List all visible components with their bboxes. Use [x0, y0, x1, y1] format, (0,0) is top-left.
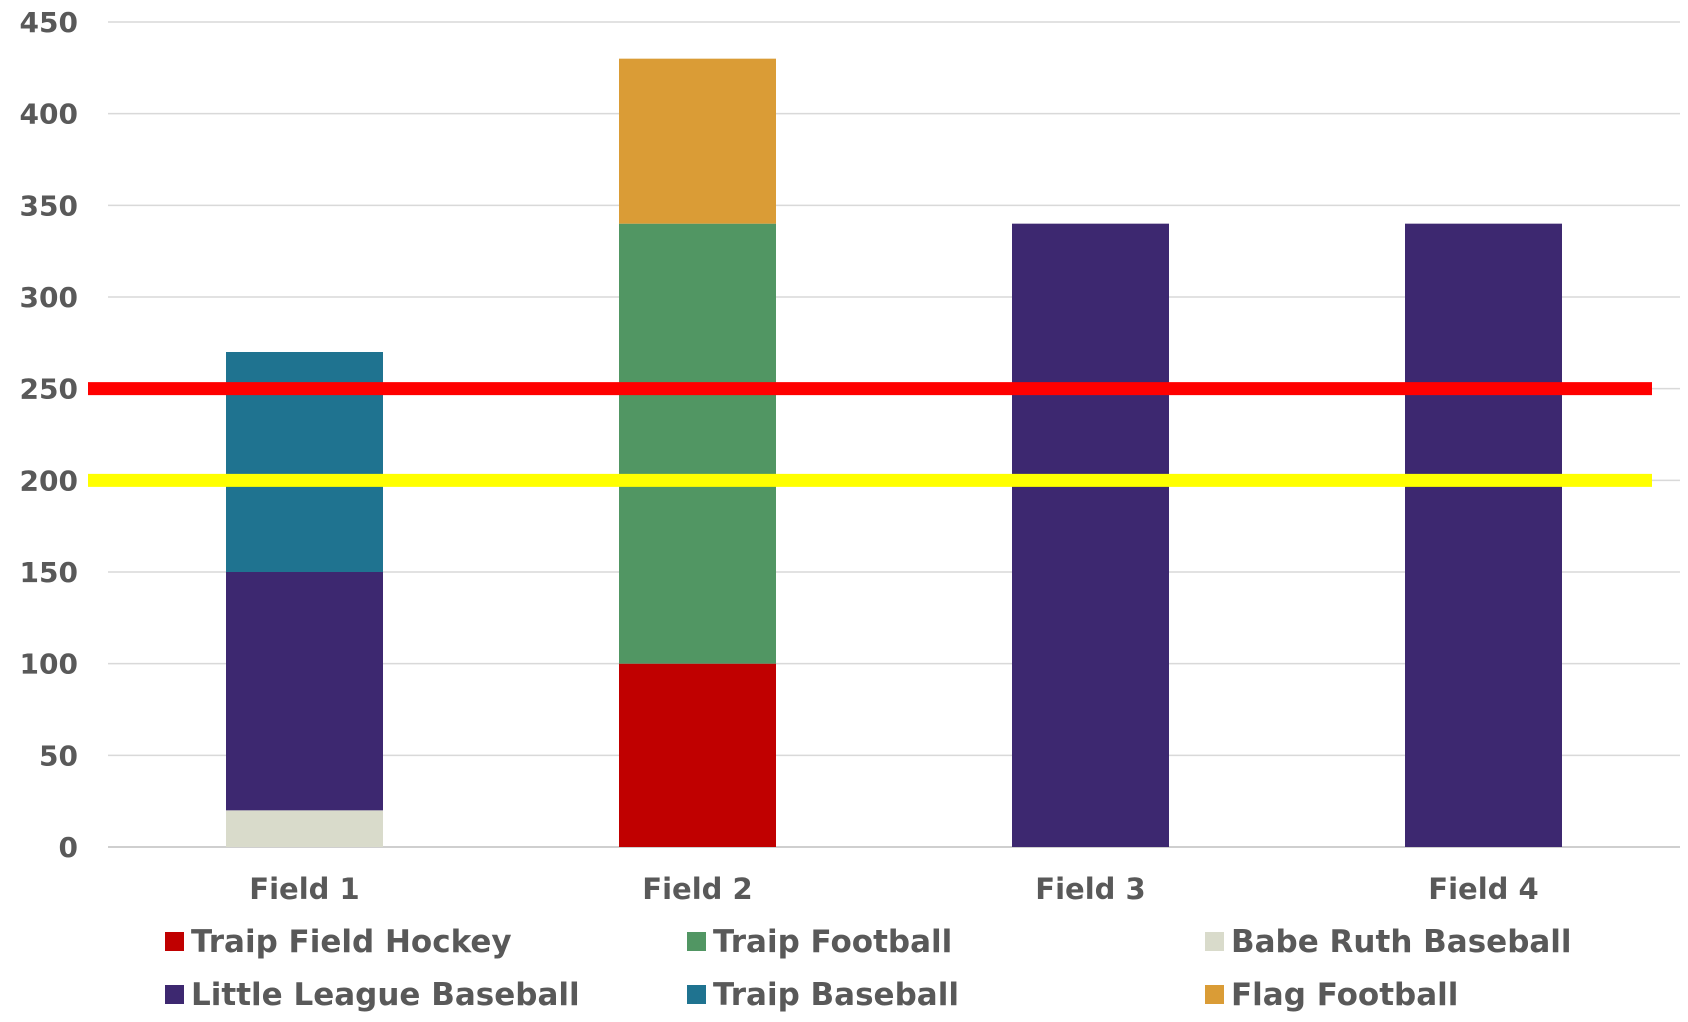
legend: Traip Field Hockey Traip Football Babe Rut…: [165, 924, 1572, 1013]
bar-field-1-little-league-baseball: [226, 572, 383, 811]
legend-item-babe-ruth-baseball: Babe Ruth Baseball: [1205, 924, 1572, 960]
bar-field-1-babe-ruth-baseball: [226, 810, 383, 847]
y-axis-ticks: 0 50 100 150 200 250 300 350 400 450: [20, 6, 78, 864]
bar-field-2-traip-football: [619, 223, 776, 664]
legend-swatch: [165, 932, 184, 951]
legend-item-traip-baseball: Traip Baseball: [687, 977, 959, 1013]
legend-label: Traip Baseball: [713, 977, 959, 1013]
bars: [226, 58, 1562, 847]
legend-label: Traip Football: [713, 924, 952, 960]
legend-swatch: [687, 985, 706, 1004]
bar-field-3-little-league-baseball: [1012, 223, 1169, 847]
legend-label: Babe Ruth Baseball: [1231, 924, 1572, 960]
y-tick-label: 0: [59, 831, 78, 864]
y-tick-label: 50: [39, 739, 78, 772]
legend-swatch: [1205, 985, 1224, 1004]
x-tick-label: Field 1: [249, 872, 359, 906]
y-tick-label: 200: [20, 464, 78, 497]
legend-label: Little League Baseball: [191, 977, 580, 1013]
legend-swatch: [1205, 932, 1224, 951]
reference-lines: [88, 382, 1652, 487]
y-tick-label: 150: [20, 556, 78, 589]
legend-item-traip-football: Traip Football: [687, 924, 952, 960]
legend-item-little-league-baseball: Little League Baseball: [165, 977, 580, 1013]
y-tick-label: 350: [20, 189, 78, 222]
legend-label: Flag Football: [1231, 977, 1458, 1013]
x-axis-ticks: Field 1 Field 2 Field 3 Field 4: [249, 872, 1538, 906]
bar-field-4-little-league-baseball: [1405, 223, 1562, 847]
legend-item-flag-football: Flag Football: [1205, 977, 1458, 1013]
legend-item-traip-field-hockey: Traip Field Hockey: [165, 924, 512, 960]
legend-swatch: [165, 985, 184, 1004]
y-tick-label: 250: [20, 373, 78, 406]
bar-field-2-flag-football: [619, 58, 776, 224]
legend-swatch: [687, 932, 706, 951]
y-tick-label: 300: [20, 281, 78, 314]
x-tick-label: Field 3: [1035, 872, 1145, 906]
bar-field-2-traip-field-hockey: [619, 663, 776, 847]
legend-label: Traip Field Hockey: [191, 924, 512, 960]
y-tick-label: 400: [20, 98, 78, 131]
x-tick-label: Field 4: [1428, 872, 1538, 906]
y-tick-label: 450: [20, 6, 78, 39]
x-tick-label: Field 2: [642, 872, 752, 906]
y-tick-label: 100: [20, 648, 78, 681]
